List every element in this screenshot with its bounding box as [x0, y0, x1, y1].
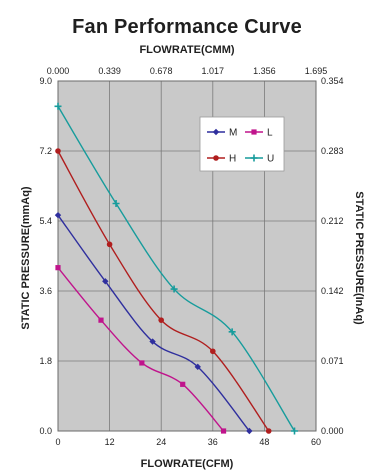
data-point-h	[210, 348, 216, 355]
x2-tick-label: 0.339	[98, 66, 121, 76]
legend-label-m: M	[229, 128, 237, 139]
data-point-u	[112, 200, 120, 207]
data-point-m	[194, 363, 201, 371]
data-point-l	[98, 317, 104, 323]
x2-tick-label: 1.356	[253, 66, 276, 76]
x-tick-label: 60	[311, 437, 321, 447]
x2-tick-label: 1.695	[305, 66, 328, 76]
data-point-m	[246, 427, 253, 435]
legend-marker-l	[251, 129, 257, 135]
data-point-u	[291, 427, 298, 435]
y2-tick-label: 0.142	[321, 286, 344, 296]
data-point-l	[55, 265, 61, 271]
y2-tick-label: 0.071	[321, 356, 344, 366]
data-point-h	[265, 428, 272, 434]
y2-tick-label: 0.283	[321, 146, 344, 156]
data-point-u	[54, 102, 62, 110]
data-point-m	[54, 211, 62, 219]
x2-tick-label: 1.017	[202, 66, 225, 76]
y2-tick-label: 0.354	[321, 76, 344, 86]
x-tick-label: 12	[105, 437, 115, 447]
data-point-h	[158, 317, 164, 323]
data-point-h	[106, 241, 113, 248]
data-point-m	[149, 338, 156, 345]
x2-axis-title: FLOWRATE(CMM)	[139, 44, 235, 56]
data-point-l	[139, 360, 145, 366]
data-point-l	[180, 381, 186, 387]
x-tick-label: 24	[156, 437, 166, 447]
y-tick-label: 3.6	[39, 286, 52, 296]
legend-marker-h	[213, 155, 219, 161]
legend-label-h: H	[229, 154, 236, 165]
y-tick-label: 9.0	[39, 76, 52, 86]
x2-tick-label: 0.678	[150, 66, 173, 76]
x-axis-title: FLOWRATE(CFM)	[140, 458, 234, 470]
x-tick-label: 48	[259, 437, 269, 447]
data-point-h	[55, 148, 61, 154]
y2-tick-label: 0.000	[321, 426, 344, 436]
data-point-m	[102, 278, 109, 285]
plot-frame	[57, 80, 317, 432]
legend-label-l: L	[267, 128, 273, 139]
y2-tick-label: 0.212	[321, 216, 344, 226]
legend-label-u: U	[267, 154, 274, 165]
chart-title: Fan Performance Curve	[72, 16, 302, 38]
data-point-u	[170, 285, 178, 293]
legend-marker-u	[250, 154, 258, 162]
legend-marker-m	[212, 128, 220, 136]
y-tick-label: 5.4	[39, 216, 52, 226]
y-tick-label: 0.0	[39, 426, 52, 436]
x-tick-label: 36	[208, 437, 218, 447]
x2-tick-label: 0.000	[47, 66, 70, 76]
x-tick-label: 0	[55, 437, 60, 447]
y-tick-label: 7.2	[39, 146, 52, 156]
legend: M L H U	[199, 116, 285, 172]
data-point-l	[220, 428, 227, 434]
y-tick-label: 1.8	[39, 356, 52, 366]
legend-box	[199, 116, 285, 172]
data-point-u	[228, 328, 236, 336]
